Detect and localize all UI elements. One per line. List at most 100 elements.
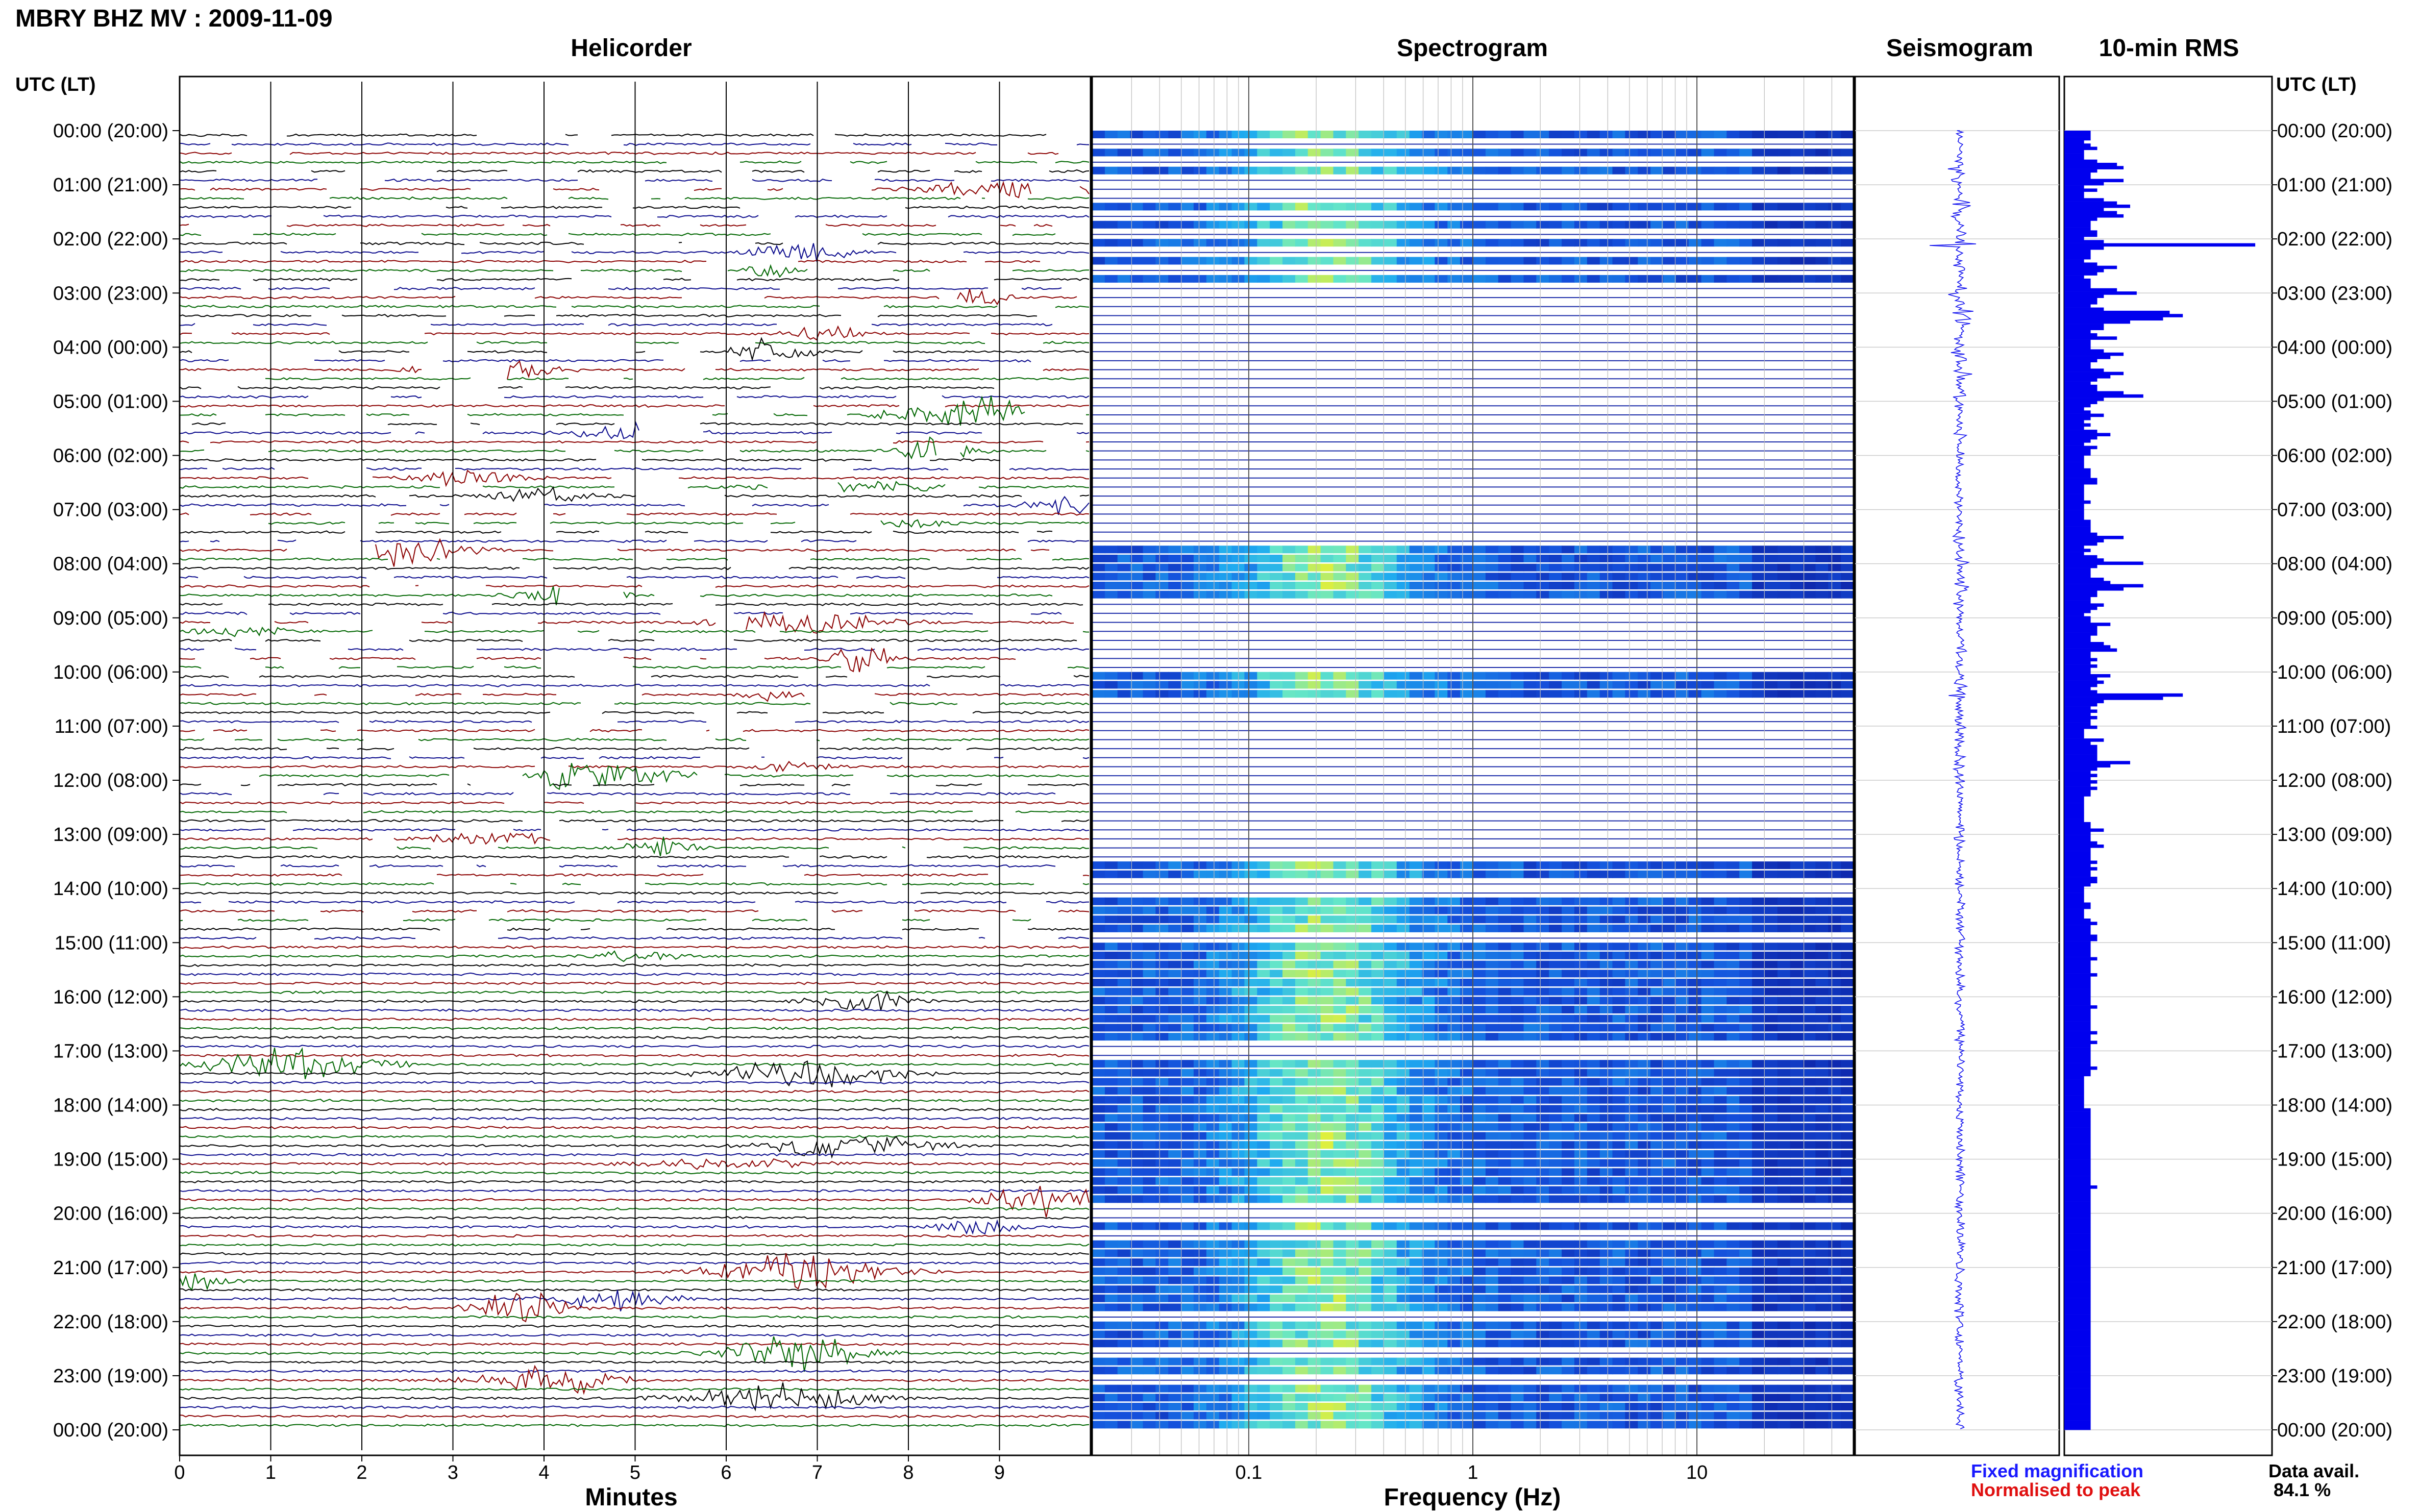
spectrogram-cell [1092,573,1105,581]
left-time-label: 17:00 (13:00) [53,1040,168,1062]
spectrogram-cell [1333,906,1347,914]
spectrogram-cell [1511,546,1524,554]
spectrogram-cell [1485,1240,1499,1248]
spectrogram-cell [1803,166,1816,175]
spectrogram-cell [1447,1249,1461,1257]
spectrogram-cell [1219,1150,1232,1158]
spectrogram-cell [1409,1321,1423,1329]
spectrogram-cell [1333,897,1347,905]
spectrogram-cell [1536,897,1550,905]
spectrogram-cell [1752,1384,1765,1393]
spectrogram-cell [1675,1141,1689,1149]
spectrogram-cell [1841,943,1854,951]
spectrogram-cell [1764,1087,1778,1095]
spectrogram-cell [1714,1177,1727,1185]
spectrogram-cell [1473,1267,1486,1275]
left-time-label: 15:00 (11:00) [55,932,168,954]
spectrogram-cell [1117,1150,1131,1158]
spectrogram-cell [1447,1258,1461,1267]
spectrogram-cell [1460,1403,1473,1410]
spectrogram-cell [1295,690,1309,698]
rms-bar [2064,613,2084,616]
spectrogram-cell [1714,960,1727,969]
spectrogram-cell [1485,563,1499,572]
spectrogram-cell [1790,1321,1804,1329]
spectrogram-cell [1790,951,1804,959]
spectrogram-cell [1295,1096,1309,1104]
spectrogram-cell [1359,1357,1372,1366]
spectrogram-cell [1371,1014,1385,1023]
spectrogram-cell [1384,1078,1397,1086]
spectrogram-cell [1574,1096,1588,1104]
spectrogram-cell [1549,148,1563,157]
spectrogram-cell [1828,1340,1842,1348]
spectrogram-cell [1612,915,1626,924]
spectrogram-cell [1320,1033,1334,1041]
spectrogram-cell [1511,148,1524,157]
spectrogram-cell [1447,590,1461,599]
spectrogram-cell [1384,681,1397,689]
spectrogram-cell [1333,1014,1347,1023]
spectrogram-cell [1688,1150,1702,1158]
spectrogram-row [1092,690,1854,698]
spectrogram-cell [1815,1330,1829,1339]
spectrogram-cell [1726,979,1740,986]
spectrogram-cell [1485,1357,1499,1366]
spectrogram-cell [1282,1123,1296,1131]
spectrogram-cell [1396,1421,1410,1429]
rms-bar [2064,1259,2091,1263]
helicorder-trace [179,243,1090,263]
spectrogram-cell [1307,1168,1321,1176]
spectrogram-cell [1714,148,1727,157]
spectrogram-cell [1587,997,1600,1005]
spectrogram-cell [1574,870,1588,878]
rms-bar [2064,330,2091,334]
spectrogram-cell [1562,239,1575,247]
helicorder-trace [179,1423,1090,1427]
spectrogram-cell [1752,987,1765,996]
spectrogram-row [1092,915,1854,924]
helicorder-trace [179,142,1090,146]
spectrogram-cell [1764,870,1778,878]
spectrogram-cell [1435,148,1448,157]
spectrogram-cell [1841,1006,1854,1013]
spectrogram-cell [1638,1060,1651,1068]
spectrogram-row [1092,573,1854,581]
spectrogram-cell [1282,1078,1296,1086]
spectrogram-cell [1092,1285,1105,1294]
spectrogram-cell [1396,148,1410,157]
helicorder-trace [179,1107,1090,1111]
spectrogram-cell [1409,1357,1423,1366]
spectrogram-cell [1460,1294,1473,1302]
spectrogram-cell [1790,1240,1804,1248]
spectrogram-cell [1168,203,1182,211]
spectrogram-row [1092,1159,1854,1167]
spectrogram-cell [1295,1367,1309,1375]
spectrogram-cell [1320,1060,1334,1068]
spectrogram-cell [1270,943,1283,951]
spectrogram-cell [1244,951,1258,959]
rms-bar [2064,867,2097,871]
spectrogram-cell [1244,1303,1258,1311]
spectrogram-cell [1193,1340,1207,1348]
spectrogram-cell [1625,546,1639,554]
rms-bar [2064,1188,2091,1192]
spectrogram-cell [1803,1078,1816,1086]
spectrogram-cell [1612,987,1626,996]
spectrogram-cell [1638,555,1651,562]
spectrogram-cell [1739,870,1753,878]
rms-bar [2064,1384,2091,1389]
spectrogram-cell [1562,1321,1575,1329]
spectrogram-cell [1485,1403,1499,1410]
spectrogram-cell [1739,1132,1753,1140]
spectrogram-cell [1460,1014,1473,1023]
spectrogram-cell [1346,239,1360,247]
spectrogram-cell [1371,906,1385,914]
rms-bar [2064,468,2091,472]
spectrogram-cell [1549,1105,1563,1113]
spectrogram-cell [1435,681,1448,689]
spectrogram-cell [1790,1294,1804,1302]
spectrogram-cell [1333,1177,1347,1185]
spectrogram-cell [1803,1340,1816,1348]
spectrogram-cell [1790,148,1804,157]
